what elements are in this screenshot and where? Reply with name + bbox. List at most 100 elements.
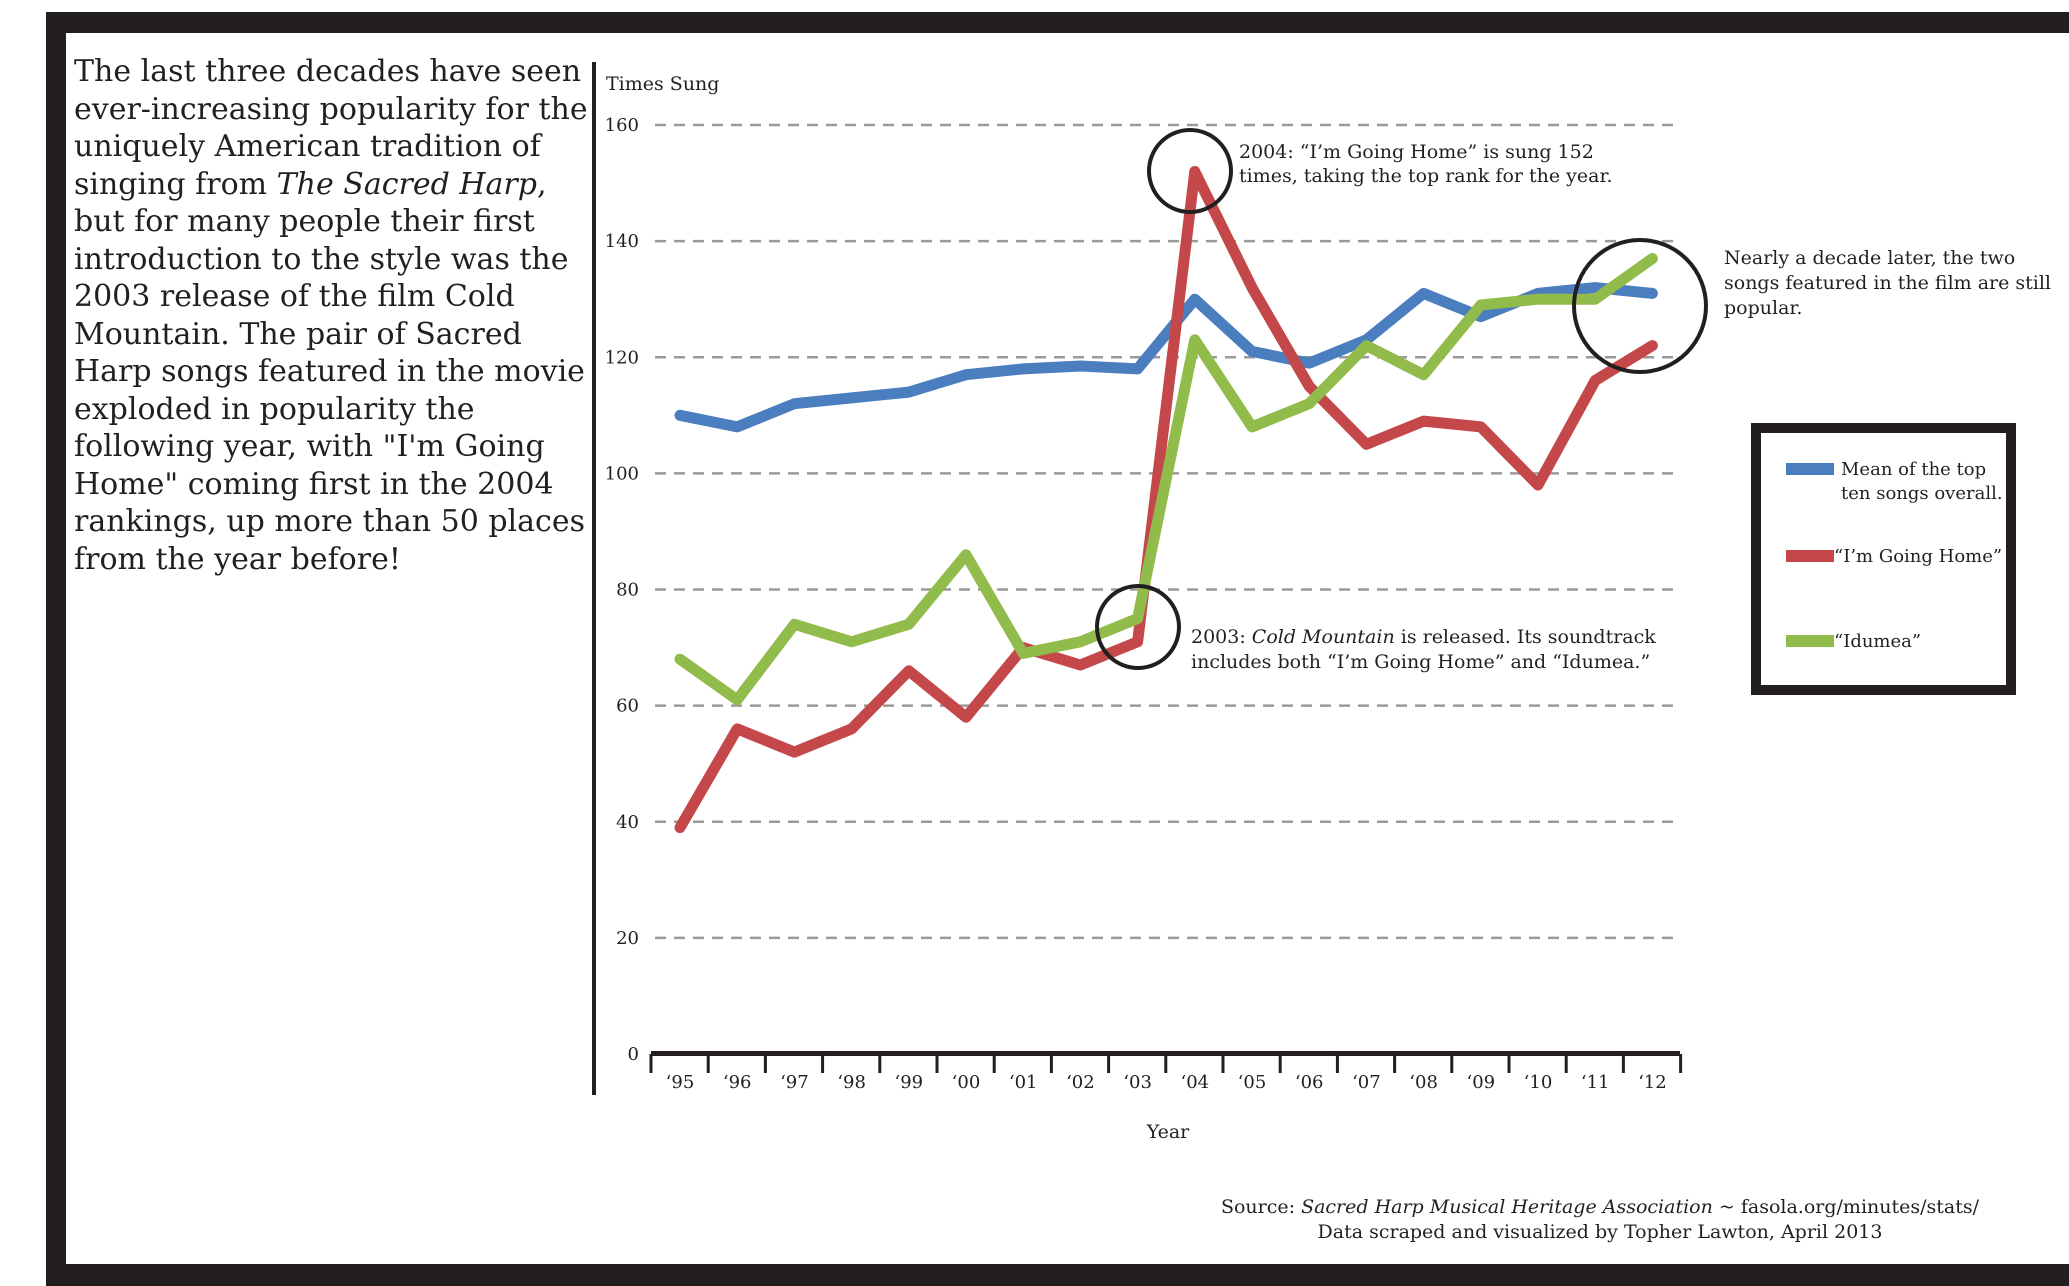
data-point-mean-16 (1594, 287, 1596, 289)
x-tick-label-17: ‘12 (1638, 1072, 1667, 1093)
source-line2: Data scraped and visualized by Topher La… (1317, 1221, 1883, 1243)
data-point-mean-5 (965, 374, 967, 376)
x-tick-label-6: ‘01 (1009, 1072, 1038, 1093)
x-axis-title: Year (1146, 1121, 1190, 1143)
intro-paragraph: The last three decades have seen ever-in… (74, 53, 594, 578)
annotation-circle-2004 (1147, 128, 1233, 214)
data-point-idumea-11 (1308, 403, 1310, 405)
annotation-2004-line1: 2004: “I’m Going Home” is sung 152 (1239, 141, 1594, 163)
annotation-2004-line2: times, taking the top rank for the year. (1239, 165, 1613, 187)
y-tick-label-40: 40 (616, 812, 639, 833)
data-point-idumea-8 (1137, 618, 1139, 620)
data-point-going_home-9 (1194, 170, 1196, 172)
data-point-mean-6 (1022, 368, 1024, 370)
annotation-2003-film: Cold Mountain (1252, 626, 1395, 648)
x-tick-label-7: ‘02 (1066, 1072, 1095, 1093)
x-tick-label-12: ‘07 (1352, 1072, 1381, 1093)
data-point-mean-1 (736, 426, 738, 428)
x-tick-label-1: ‘96 (723, 1072, 752, 1093)
legend: Mean of the top ten songs overall. “I’m … (1751, 423, 2016, 695)
data-point-going_home-13 (1423, 420, 1425, 422)
data-point-going_home-8 (1137, 641, 1139, 643)
y-tick-label-120: 120 (605, 347, 639, 368)
legend-label-mean-line1: Mean of the top (1841, 459, 1986, 480)
data-point-going_home-4 (908, 670, 910, 672)
data-point-idumea-15 (1537, 298, 1539, 300)
data-point-idumea-0 (679, 658, 681, 660)
data-point-idumea-17 (1651, 258, 1653, 260)
intro-text-2: , but for many people their first introd… (74, 166, 585, 577)
data-point-mean-12 (1365, 339, 1367, 341)
source-organization: Sacred Harp Musical Heritage Association (1301, 1196, 1713, 1218)
data-point-mean-0 (679, 414, 681, 416)
x-tick-label-10: ‘05 (1238, 1072, 1267, 1093)
y-axis-line (592, 62, 596, 1095)
data-point-going_home-0 (679, 827, 681, 829)
x-tick-label-14: ‘09 (1466, 1072, 1495, 1093)
annotation-decade-line2: songs featured in the film are still (1724, 272, 2051, 294)
legend-swatch-going-home (1786, 550, 1834, 562)
data-point-going_home-3 (851, 728, 853, 730)
series-line-mean (674, 282, 1658, 433)
source-line1: Source: Sacred Harp Musical Heritage Ass… (1160, 1195, 2040, 1220)
annotation-circle-2012 (1572, 238, 1708, 374)
x-tick-label-13: ‘08 (1409, 1072, 1438, 1093)
legend-swatch-mean (1786, 463, 1834, 475)
y-tick-label-160: 160 (605, 115, 639, 136)
series-line-idumea (674, 253, 1658, 706)
data-point-idumea-10 (1251, 426, 1253, 428)
data-point-mean-11 (1308, 362, 1310, 364)
data-point-mean-17 (1651, 292, 1653, 294)
data-point-idumea-5 (965, 554, 967, 556)
data-point-mean-7 (1079, 365, 1081, 367)
y-tick-label-80: 80 (616, 580, 639, 601)
data-point-mean-4 (908, 391, 910, 393)
x-tick-label-15: ‘10 (1524, 1072, 1553, 1093)
x-tick-label-2: ‘97 (780, 1072, 809, 1093)
legend-label-idumea: “Idumea” (1834, 631, 1921, 652)
data-point-going_home-17 (1651, 345, 1653, 347)
data-point-idumea-2 (793, 623, 795, 625)
x-tick-label-0: ‘95 (666, 1072, 695, 1093)
intro-book-title: The Sacred Harp (276, 166, 537, 202)
y-tick-labels: 0 20 40 60 80 100 120 140 160 (605, 115, 639, 1065)
x-tick-label-16: ‘11 (1581, 1072, 1610, 1093)
y-tick-label-140: 140 (605, 231, 639, 252)
x-ticks: ‘95 ‘96 ‘97 ‘98 ‘99 ‘00 ‘01 ‘02 ‘03 ‘04 ‘05 ‘06 ‘07 ‘… (649, 1054, 1683, 1093)
legend-swatch-idumea (1786, 635, 1834, 647)
data-point-going_home-11 (1308, 385, 1310, 387)
data-point-idumea-7 (1079, 641, 1081, 643)
source-prefix: Source: (1220, 1196, 1302, 1218)
y-tick-label-100: 100 (605, 463, 639, 484)
x-tick-label-8: ‘03 (1123, 1072, 1152, 1093)
annotation-2003-line2: includes both “I’m Going Home” and “Idum… (1191, 651, 1650, 673)
y-axis-title: Times Sung (606, 73, 719, 95)
data-point-idumea-16 (1594, 298, 1596, 300)
series-line-going_home (674, 166, 1658, 834)
annotation-2003-line1: 2003: Cold Mountain is released. Its sou… (1191, 626, 1656, 648)
data-point-going_home-2 (793, 751, 795, 753)
data-point-going_home-12 (1365, 443, 1367, 445)
data-point-mean-10 (1251, 350, 1253, 352)
intro-text-1: The last three decades have seen ever-in… (74, 54, 588, 202)
legend-label-going-home: “I’m Going Home” (1834, 546, 2002, 567)
annotation-2003-prefix: 2003: (1191, 626, 1252, 648)
data-point-idumea-3 (851, 641, 853, 643)
data-point-mean-9 (1194, 298, 1196, 300)
data-point-idumea-4 (908, 623, 910, 625)
x-tick-label-9: ‘04 (1180, 1072, 1209, 1093)
annotation-circle-2003 (1095, 584, 1181, 670)
data-point-going_home-5 (965, 716, 967, 718)
x-tick-label-4: ‘99 (894, 1072, 923, 1093)
data-point-going_home-14 (1480, 426, 1482, 428)
data-point-mean-8 (1137, 368, 1139, 370)
data-point-going_home-10 (1251, 287, 1253, 289)
data-point-mean-2 (793, 403, 795, 405)
data-point-idumea-1 (736, 699, 738, 701)
source-url: ~ fasola.org/minutes/stats/ (1712, 1196, 1980, 1218)
data-point-idumea-13 (1423, 374, 1425, 376)
data-point-mean-15 (1537, 292, 1539, 294)
legend-label-mean-line2: ten songs overall. (1841, 483, 2003, 504)
data-point-idumea-9 (1194, 339, 1196, 341)
